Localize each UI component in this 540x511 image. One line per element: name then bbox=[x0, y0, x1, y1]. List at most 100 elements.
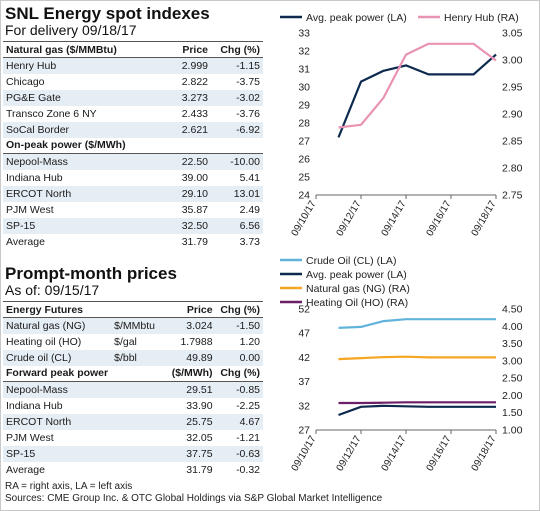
legend-label: Henry Hub (RA) bbox=[444, 12, 519, 24]
legend-label: Avg. peak power (LA) bbox=[306, 269, 407, 281]
series-line bbox=[338, 318, 496, 329]
table-row: ERCOT North 29.10 13.01 bbox=[3, 185, 263, 202]
table-cell: 39.00 bbox=[181, 171, 208, 184]
series-line bbox=[338, 404, 496, 417]
table-cell: -10.00 bbox=[211, 153, 263, 170]
right-tick-label: 3.00 bbox=[502, 55, 523, 67]
table-row: ERCOT North 25.75 4.67 bbox=[3, 413, 263, 430]
table-cell: ERCOT North bbox=[3, 185, 151, 202]
table-cell: PJM West bbox=[6, 203, 54, 216]
right-tick-label: 1.50 bbox=[502, 407, 523, 419]
table-cell: Average bbox=[6, 235, 45, 248]
table-cell: 4.67 bbox=[215, 413, 263, 430]
table-cell: $/gal bbox=[114, 335, 137, 348]
left-tick-label: 29 bbox=[298, 100, 310, 112]
table-header-row: Forward peak power ($/MWh) Chg (%) bbox=[3, 365, 263, 382]
table-cell: Chicago bbox=[6, 75, 45, 88]
left-tick-label: 32 bbox=[298, 46, 310, 58]
series-line bbox=[338, 42, 497, 129]
table-cell: SP-15 bbox=[3, 445, 112, 462]
left-tick-label: 47 bbox=[298, 328, 310, 340]
x-tick-label: 09/12/17 bbox=[335, 199, 364, 239]
table-header-row: Energy Futures Price Chg (%) bbox=[3, 301, 263, 318]
table-cell: Transco Zone 6 NY bbox=[6, 107, 97, 120]
table-cell: -2.25 bbox=[236, 399, 260, 412]
table-cell: -1.15 bbox=[211, 57, 263, 74]
table-row: PJM West 35.87 2.49 bbox=[3, 202, 263, 218]
table-cell: 5.41 bbox=[239, 171, 260, 184]
x-tick-label: 09/10/17 bbox=[290, 199, 319, 239]
right-tick-label: 2.85 bbox=[502, 136, 523, 148]
table-cell bbox=[111, 398, 162, 414]
legend-label: Natural gas (NG) (RA) bbox=[306, 283, 410, 295]
column-header bbox=[111, 365, 162, 382]
series-line bbox=[338, 401, 496, 405]
table-cell: Average bbox=[6, 463, 45, 476]
right-tick-label: 2.95 bbox=[502, 82, 523, 94]
table-row: SP-15 32.50 6.56 bbox=[3, 217, 263, 234]
table-cell: SP-15 bbox=[3, 217, 151, 234]
table-cell: Heating oil (HO) bbox=[6, 335, 82, 348]
table-cell: Natural gas (NG) bbox=[3, 317, 112, 334]
axis-note: RA = right axis, LA = left axis bbox=[5, 481, 133, 492]
right-tick-label: 2.90 bbox=[502, 109, 523, 121]
column-header bbox=[151, 137, 211, 154]
right-tick-label: 4.00 bbox=[502, 321, 523, 333]
x-tick-label: 09/14/17 bbox=[380, 434, 409, 474]
right-tick-label: 3.05 bbox=[502, 28, 523, 40]
table-row: Indiana Hub 33.90 -2.25 bbox=[3, 398, 263, 414]
prompt-month-table: Energy Futures Price Chg (%) Natural gas (N… bbox=[3, 301, 263, 478]
x-tick-label: 09/18/17 bbox=[470, 199, 499, 239]
series-line bbox=[338, 355, 496, 361]
sources-note: Sources: CME Group Inc. & OTC Global Hol… bbox=[5, 493, 383, 504]
left-tick-label: 32 bbox=[298, 400, 310, 412]
table-row: Crude oil (CL) $/bbl 49.89 0.00 bbox=[3, 349, 263, 366]
table-row: Natural gas (NG) $/MMbtu 3.024 -1.50 bbox=[3, 317, 263, 334]
right-tick-label: 2.00 bbox=[502, 390, 523, 402]
table-row: PJM West 32.05 -1.21 bbox=[3, 430, 263, 446]
table-cell: 25.75 bbox=[161, 413, 216, 430]
x-tick-label: 09/16/17 bbox=[425, 199, 454, 239]
x-tick-label: 09/10/17 bbox=[290, 434, 319, 474]
right-tick-label: 3.00 bbox=[502, 355, 523, 367]
right-tick-label: 2.80 bbox=[502, 163, 523, 175]
table-cell: 3.273 bbox=[151, 89, 211, 106]
table-cell: 32.50 bbox=[151, 217, 211, 234]
table-cell: 33.90 bbox=[186, 399, 213, 412]
table-cell bbox=[111, 413, 162, 430]
table-cell: 31.79 bbox=[181, 235, 208, 248]
table-cell: 2.999 bbox=[151, 57, 211, 74]
table-cell: 49.89 bbox=[161, 349, 216, 366]
legend-label: Heating Oil (HO) (RA) bbox=[306, 297, 408, 309]
table-cell: -3.76 bbox=[236, 107, 260, 120]
table-row: Henry Hub 2.999 -1.15 bbox=[3, 57, 263, 74]
left-tick-label: 37 bbox=[298, 376, 310, 388]
x-tick-label: 09/14/17 bbox=[380, 199, 409, 239]
table-cell: 22.50 bbox=[151, 153, 211, 170]
right-tick-label: 2.75 bbox=[502, 190, 523, 202]
spot-chart: 24 25 26 27 28 29 30 31 32 33 2.75 2.80 2.85 2.90 2.95… bbox=[280, 12, 523, 239]
column-header: Forward peak power bbox=[3, 365, 112, 382]
table-cell bbox=[111, 381, 162, 398]
table-row: Average 31.79 -0.32 bbox=[3, 462, 263, 478]
column-header bbox=[111, 301, 162, 318]
prompt-month-subtitle: As of: 09/15/17 bbox=[5, 282, 100, 298]
right-tick-label: 2.50 bbox=[502, 373, 523, 385]
table-cell: -3.02 bbox=[211, 89, 263, 106]
table-cell: 32.05 bbox=[186, 431, 213, 444]
column-header: On-peak power ($/MWh) bbox=[3, 137, 151, 154]
right-tick-label: 3.50 bbox=[502, 338, 523, 350]
table-row: Nepool-Mass 22.50 -10.00 bbox=[3, 153, 263, 170]
table-row: Indiana Hub 39.00 5.41 bbox=[3, 170, 263, 186]
column-header: Chg (%) bbox=[215, 301, 263, 318]
table-cell: -1.21 bbox=[236, 431, 260, 444]
table-cell: 29.10 bbox=[151, 185, 211, 202]
table-cell: $/bbl bbox=[111, 349, 162, 366]
table-cell: 2.433 bbox=[181, 107, 208, 120]
table-cell: -0.85 bbox=[215, 381, 263, 398]
column-header: Chg (%) bbox=[215, 365, 263, 382]
prompt-month-title: Prompt-month prices bbox=[5, 264, 177, 283]
left-tick-label: 25 bbox=[298, 172, 310, 184]
table-cell: 31.79 bbox=[186, 463, 213, 476]
table-row: Average 31.79 3.73 bbox=[3, 234, 263, 250]
